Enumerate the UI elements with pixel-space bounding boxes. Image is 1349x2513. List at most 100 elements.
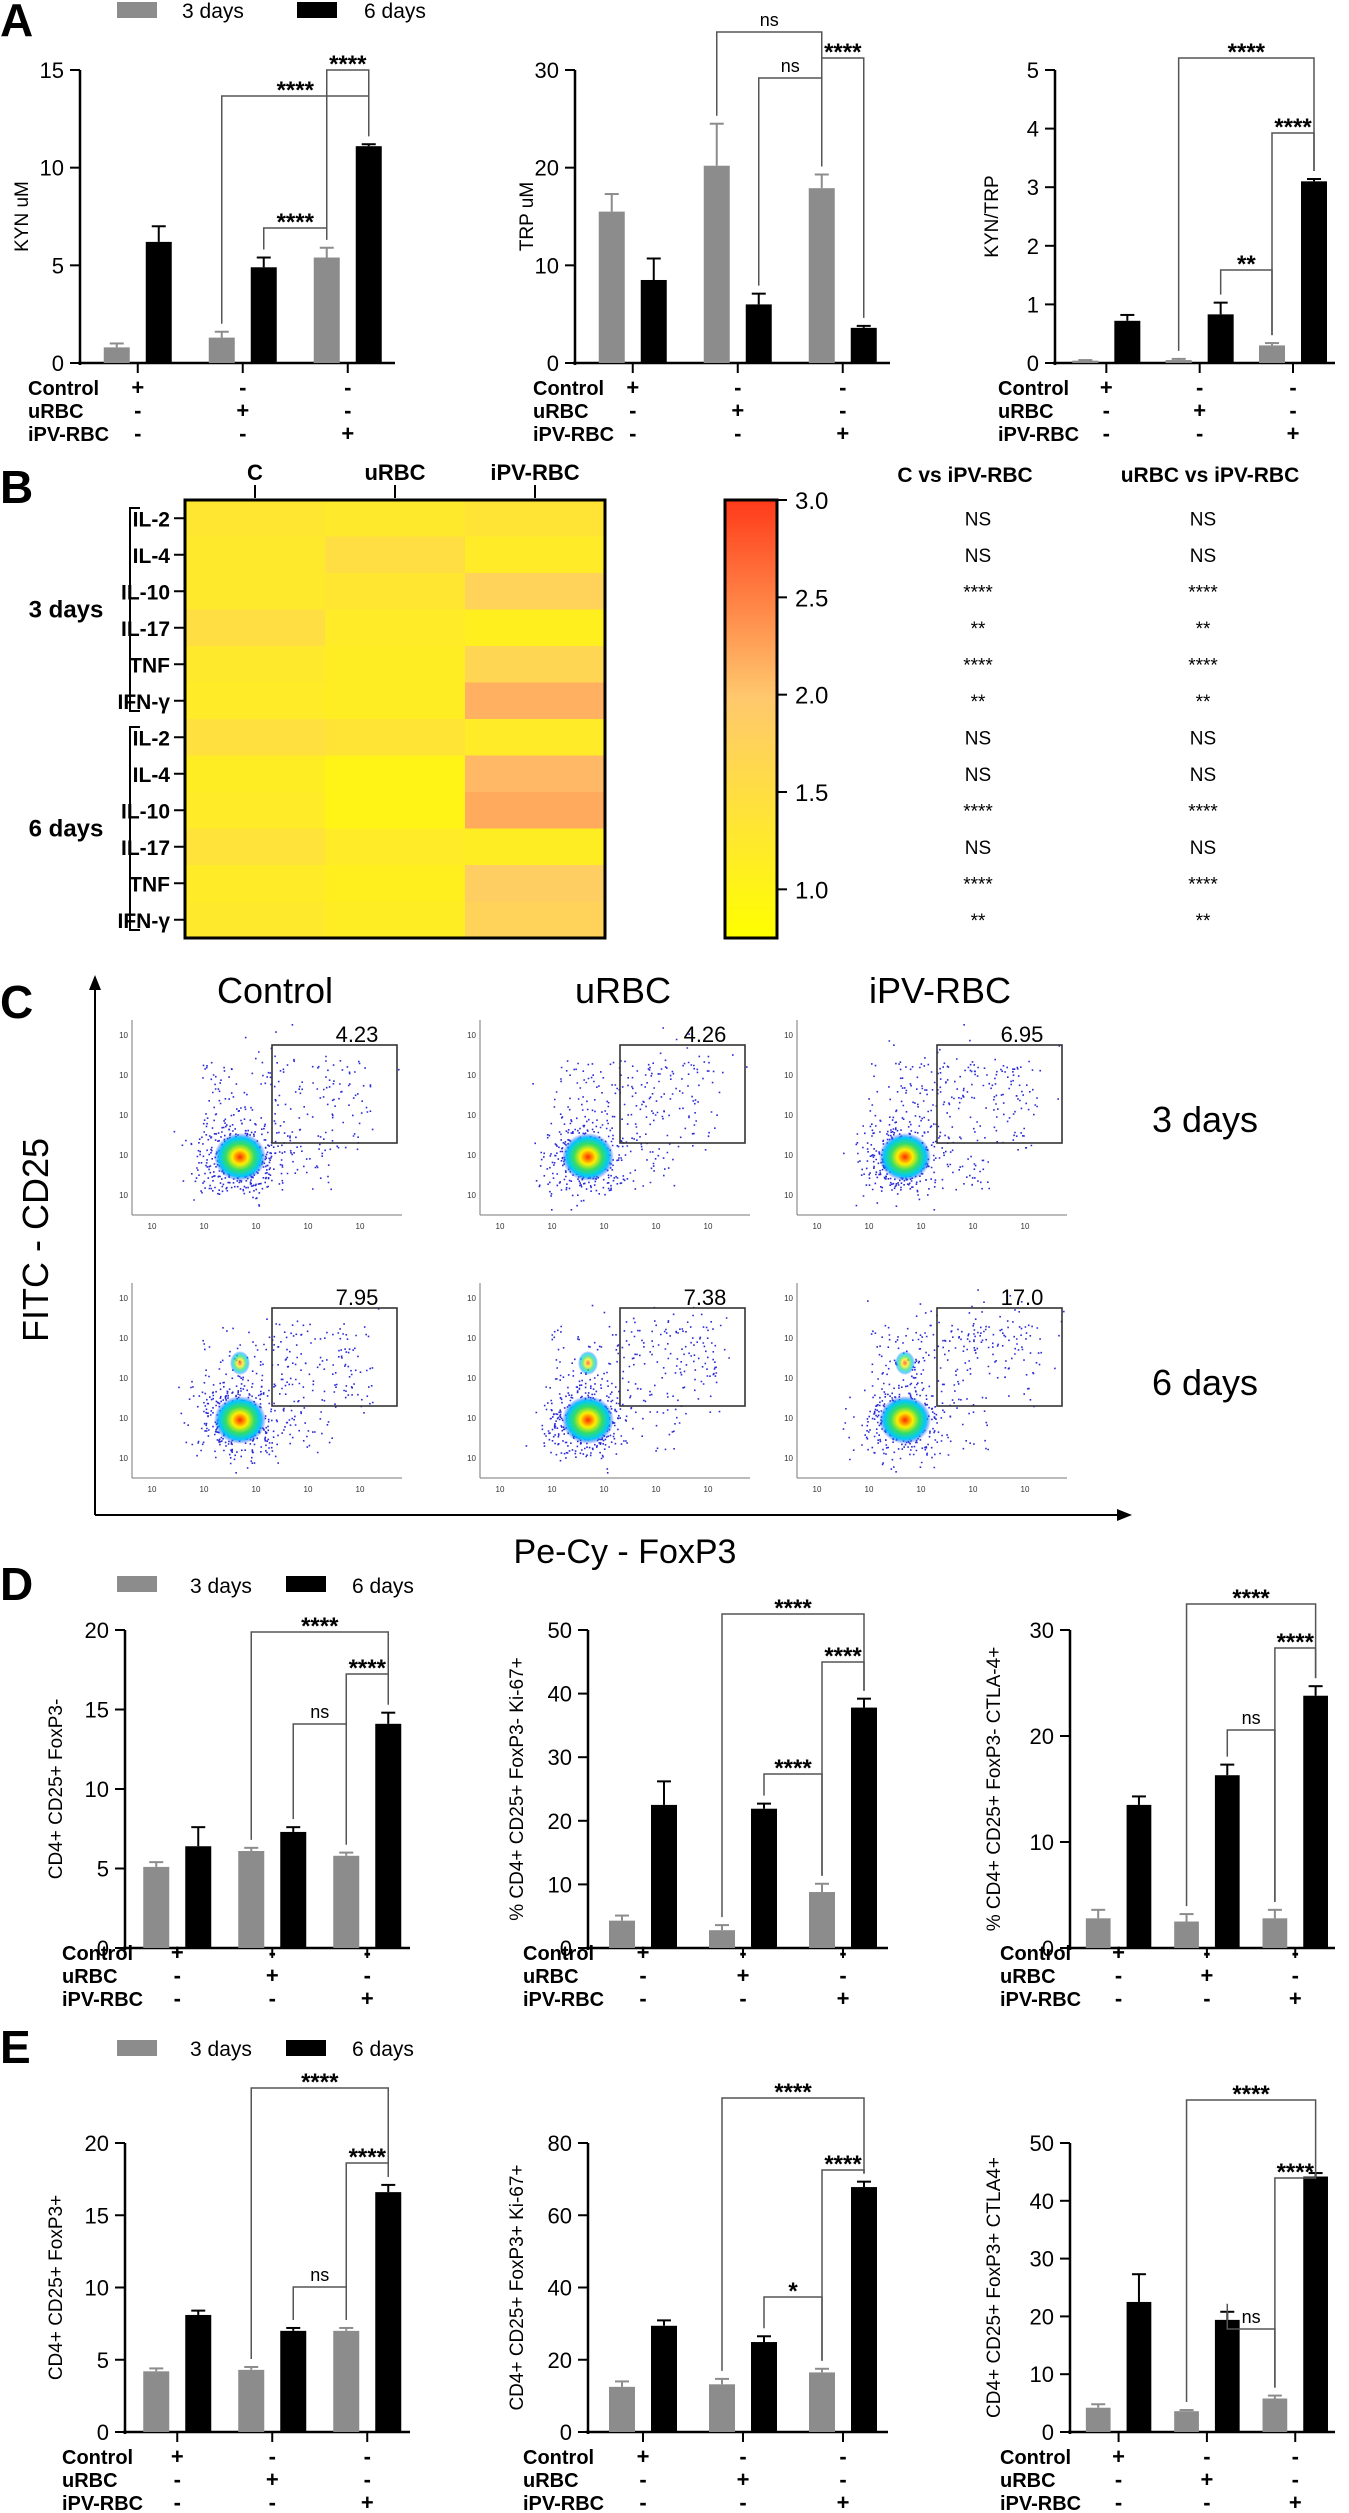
- y-tick-label: 50: [1030, 2131, 1054, 2156]
- bar-3days: [709, 1930, 735, 1948]
- treatment-sign: -: [1203, 1986, 1210, 2011]
- bar-6days: [375, 1723, 402, 1948]
- plot-x-tick-label: 10: [1021, 1222, 1030, 1231]
- significance-label: ****: [349, 2144, 387, 2171]
- flow-events: [525, 1304, 730, 1474]
- y-tick-label: 30: [1030, 1618, 1054, 1643]
- treatment-sign: +: [171, 2444, 184, 2469]
- treatment-sign: +: [626, 375, 639, 400]
- y-tick-label: 0: [547, 351, 559, 376]
- bracket-line: [250, 1631, 389, 1840]
- stat-urbc-vs-ipv: NS: [1190, 509, 1216, 530]
- treatment-sign: -: [269, 1940, 276, 1965]
- treatment-sign: +: [731, 398, 744, 423]
- bar-chart-d1: 0 5 10 15 20 CD4+ CD25+ FoxP3- ns **** **** Contr…: [46, 1613, 410, 2011]
- heatmap-cell: [185, 536, 325, 574]
- stat-urbc-vs-ipv: NS: [1190, 728, 1216, 749]
- bar-3days: [808, 188, 835, 363]
- treatment-sign: -: [1115, 1963, 1122, 1988]
- bar-3days: [609, 2386, 635, 2432]
- bar-6days: [355, 146, 382, 363]
- stat-c-vs-ipv: ****: [963, 801, 993, 822]
- plot-x-tick-label: 10: [813, 1222, 822, 1231]
- treatment-row-label: Control: [523, 1943, 594, 1965]
- treatment-sign: -: [629, 421, 636, 446]
- heatmap-group-label: 3 days: [29, 597, 104, 624]
- y-axis-label: KYN uM: [12, 181, 33, 252]
- flow-y-arrow: [89, 975, 101, 990]
- gate-percentage: 4.26: [684, 1022, 727, 1047]
- plot-x-tick-label: 10: [304, 1485, 313, 1494]
- treatment-sign: -: [364, 2467, 371, 2492]
- plot-y-tick-label: 10: [784, 1071, 793, 1080]
- plot-y-tick-label: 10: [119, 1374, 128, 1383]
- bar-6days: [1303, 1695, 1328, 1948]
- heatmap-group-label: 6 days: [29, 816, 104, 843]
- flow-density-core: [214, 1133, 266, 1181]
- bar-3days: [809, 2372, 835, 2432]
- plot-y-tick-label: 10: [119, 1071, 128, 1080]
- treatment-sign: -: [1203, 1940, 1210, 1965]
- bracket-line: [292, 1723, 347, 1845]
- treatment-row-label: iPV-RBC: [62, 1989, 143, 2011]
- treatment-sign: -: [1196, 375, 1203, 400]
- flow-row-label: 3 days: [1152, 1099, 1258, 1140]
- significance-bracket: ****: [1177, 39, 1315, 351]
- flow-density-core: [214, 1396, 266, 1444]
- gate-percentage: 4.23: [336, 1022, 379, 1047]
- flow-density-upper: [230, 1351, 250, 1375]
- treatment-sign: -: [364, 2444, 371, 2469]
- bar-3days: [703, 165, 730, 363]
- heatmap-cell: [325, 901, 465, 939]
- treatment-sign: -: [134, 398, 141, 423]
- legend-label-3days: 3 days: [190, 1575, 252, 1598]
- legend-swatch-6days: [286, 1576, 326, 1592]
- significance-bracket: ****: [1185, 2081, 1317, 2403]
- plot-x-tick-label: 10: [652, 1485, 661, 1494]
- plot-x-tick-label: 10: [600, 1485, 609, 1494]
- y-axis-label: CD4+ CD25+ FoxP3+ Ki-67+: [507, 2164, 528, 2410]
- flow-events: [843, 1024, 1061, 1211]
- treatment-sign: +: [1289, 2490, 1302, 2513]
- treatment-row-label: uRBC: [523, 2470, 579, 2492]
- bracket-line: [250, 2087, 389, 2359]
- bar-3days: [1174, 2411, 1199, 2432]
- panel-letter-c: C: [0, 976, 33, 1028]
- treatment-sign: +: [737, 2467, 750, 2492]
- plot-y-tick-label: 10: [784, 1151, 793, 1160]
- stat-c-vs-ipv: NS: [965, 509, 991, 530]
- y-tick-label: 4: [1027, 117, 1039, 142]
- plot-y-tick-label: 10: [467, 1151, 476, 1160]
- plot-y-tick-label: 10: [467, 1031, 476, 1040]
- plot-x-tick-label: 10: [496, 1222, 505, 1231]
- treatment-row-label: uRBC: [1000, 2470, 1056, 2492]
- y-tick-label: 30: [1030, 2247, 1054, 2272]
- flow-density-core: [879, 1133, 931, 1181]
- significance-label: ns: [1242, 1708, 1261, 1728]
- treatment-row-label: Control: [1000, 2447, 1071, 2469]
- bar-6days: [751, 2342, 777, 2432]
- heatmap-row-label: IL-2: [133, 508, 170, 531]
- y-tick-label: 80: [548, 2131, 572, 2156]
- treatment-sign: -: [639, 1986, 646, 2011]
- treatment-sign: +: [1287, 421, 1300, 446]
- bar-3days: [609, 1920, 635, 1948]
- treatment-sign: -: [1115, 2490, 1122, 2513]
- bar-6days: [851, 2187, 877, 2432]
- legend-swatch-3days: [117, 2, 157, 18]
- significance-bracket: ****: [721, 2079, 865, 2371]
- treatment-sign: -: [639, 2467, 646, 2492]
- treatment-sign: +: [266, 1963, 279, 1988]
- bar-6days: [651, 2325, 677, 2432]
- plot-x-tick-label: 10: [969, 1485, 978, 1494]
- legend-swatch-6days: [297, 2, 337, 18]
- treatment-sign: +: [837, 1986, 850, 2011]
- treatment-row-label: iPV-RBC: [533, 424, 614, 446]
- gate-percentage: 7.95: [336, 1285, 379, 1310]
- treatment-row-label: Control: [62, 2447, 133, 2469]
- significance-bracket: ****: [821, 39, 865, 318]
- treatment-sign: -: [629, 398, 636, 423]
- heatmap-cell: [465, 500, 605, 537]
- significance-label: ns: [310, 1702, 329, 1722]
- bar-6days: [280, 2330, 307, 2432]
